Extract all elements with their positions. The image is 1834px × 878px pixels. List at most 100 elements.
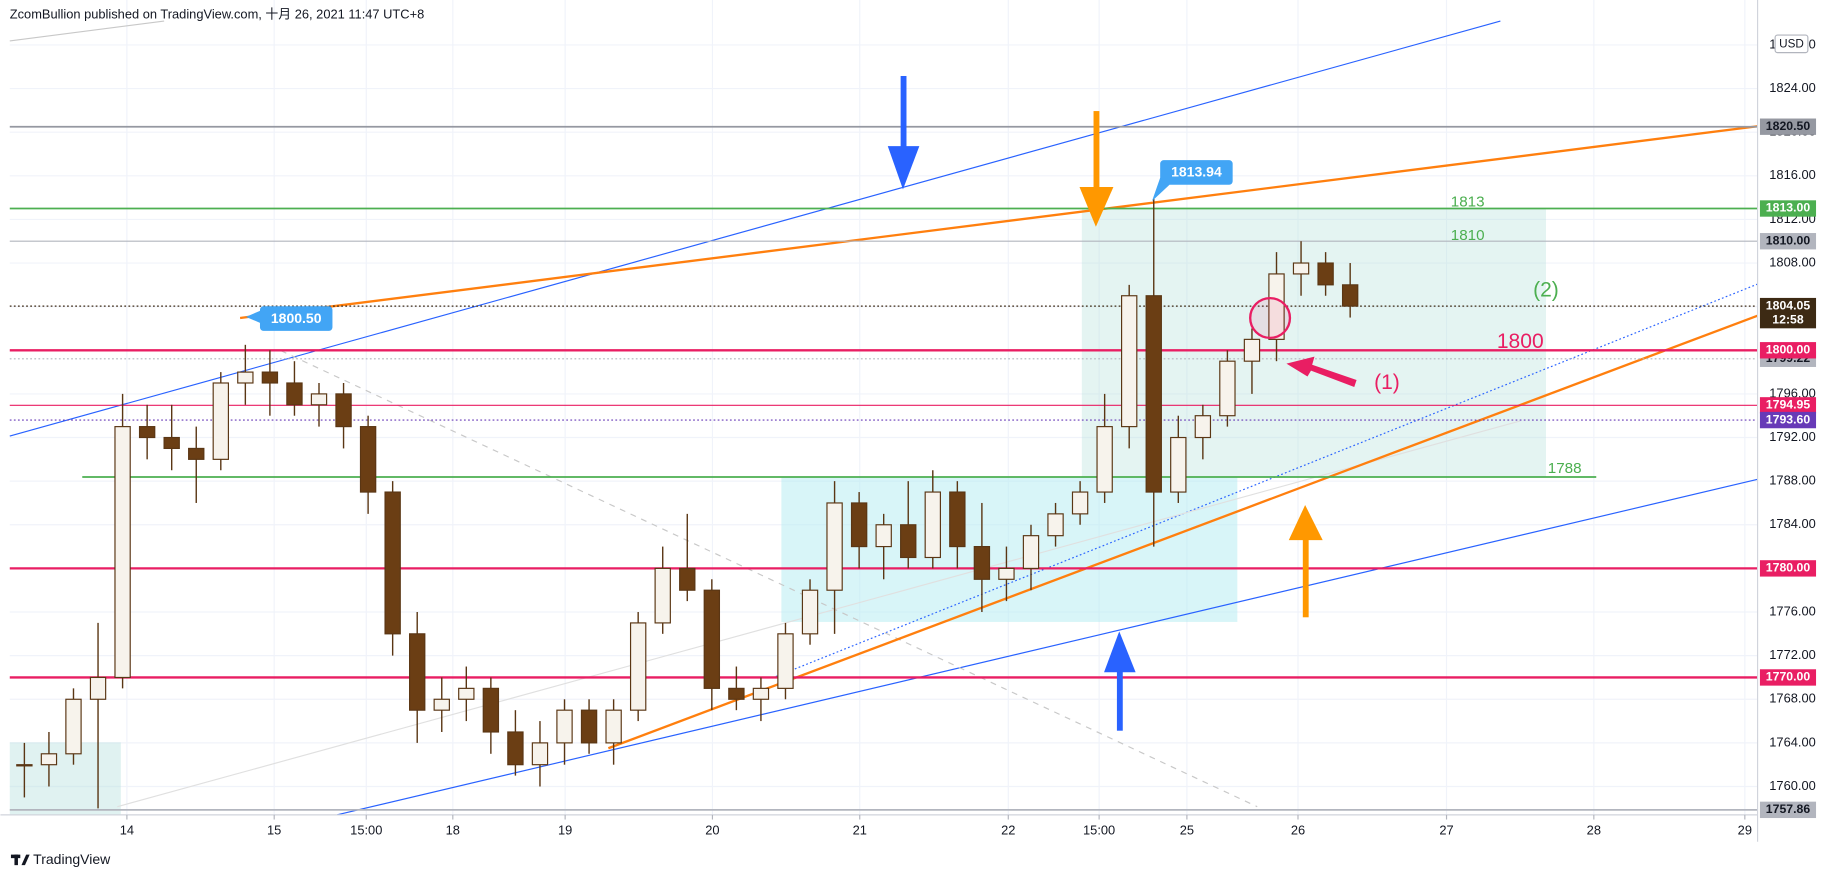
currency: USD	[1779, 38, 1804, 51]
callout: 1800.50	[245, 306, 333, 331]
candle-body	[605, 709, 622, 744]
annotation: 1788	[1548, 460, 1582, 477]
level-label: 1757.86	[1766, 802, 1811, 816]
level-box	[1759, 411, 1817, 429]
arrow-head	[1288, 505, 1323, 541]
trend-line	[239, 125, 1758, 320]
level-box	[1759, 560, 1817, 577]
trend-line	[117, 420, 1521, 808]
candle-body	[531, 742, 549, 766]
arrow-shaft	[1116, 660, 1123, 731]
candle-body	[163, 436, 180, 450]
x-tick-label: 22	[1001, 823, 1015, 838]
candle-body	[1022, 535, 1040, 569]
arrow-head	[1286, 356, 1357, 387]
annotation: 1810	[1451, 227, 1485, 244]
candle-body	[1096, 426, 1113, 493]
highlight-circle	[1249, 296, 1292, 340]
level-box	[1759, 669, 1817, 686]
axis-labels: 1760.00 1764.00 1768.00 1772.00 1776.00 1780.…	[120, 36, 1817, 838]
x-tick-label: 15:00	[350, 823, 382, 838]
y-tick-label: 1772.00	[1769, 647, 1815, 662]
level-label: 1820.50	[1766, 119, 1811, 133]
level-label: 1813.00	[1766, 201, 1811, 215]
arrow	[1079, 111, 1114, 227]
x-tick-label: 27	[1439, 823, 1453, 838]
callout-box	[259, 306, 333, 331]
candle-body	[801, 589, 819, 635]
arrow-shaft	[1093, 111, 1100, 203]
candle-body	[1292, 262, 1310, 275]
level-box	[1759, 342, 1817, 359]
x-tick-label: 15	[267, 823, 281, 838]
arrow-shaft	[1302, 531, 1309, 618]
annotation: 1800	[1497, 330, 1544, 353]
level-label: 1800.00	[1766, 343, 1811, 357]
trend-line	[607, 314, 1759, 750]
header: ZcomBullion published on TradingView.com…	[10, 7, 424, 22]
trend-line	[336, 478, 1758, 816]
y-tick-label: 1796.00	[1769, 385, 1815, 400]
callout-label: 1813.94	[1171, 164, 1222, 180]
candle-body	[1317, 262, 1334, 286]
x-tick-label: 19	[558, 823, 572, 838]
arrow-head	[1079, 187, 1114, 227]
level-box	[1759, 200, 1817, 217]
footer: TradingView	[33, 851, 111, 867]
candle-body	[40, 753, 58, 766]
candle-body	[850, 502, 868, 548]
annotation: 1813	[1451, 193, 1485, 210]
candle-body	[728, 687, 745, 700]
candle-body	[212, 382, 229, 460]
candle-body	[1194, 415, 1212, 439]
y-tick-label: 1764.00	[1769, 734, 1815, 749]
y-tick-label: 1808.00	[1769, 254, 1815, 269]
arrow	[1104, 631, 1136, 731]
level-box	[1759, 297, 1817, 329]
candle-body	[1341, 284, 1359, 307]
callout-box	[1160, 160, 1233, 185]
candle-body	[359, 426, 377, 493]
candle-body	[654, 567, 671, 624]
candle-body	[900, 524, 917, 559]
candle-body	[335, 393, 352, 428]
arrow	[887, 75, 920, 190]
candle-body	[556, 709, 573, 744]
level-label: 1804.05	[1766, 298, 1811, 312]
y-tick-label: 1768.00	[1769, 691, 1815, 706]
candle-body	[384, 491, 401, 635]
candle-body	[286, 382, 303, 406]
logo-part	[14, 854, 18, 866]
candle-body	[1170, 436, 1187, 493]
candle-body	[998, 567, 1015, 580]
callout-tail	[245, 309, 263, 324]
level-box	[1759, 397, 1817, 414]
arrow-shaft	[900, 75, 907, 164]
candle-body	[310, 393, 328, 406]
y-tick-label: 1788.00	[1769, 473, 1815, 488]
level-box	[1759, 801, 1817, 819]
level-label: 1794.95	[1766, 398, 1811, 412]
candle-body	[261, 371, 279, 384]
candle-body	[875, 524, 892, 548]
x-tick-label: 15:00	[1083, 823, 1115, 838]
logo	[10, 854, 30, 866]
trend-line	[9, 20, 165, 42]
y-tick-label: 1776.00	[1769, 603, 1815, 618]
x-tick-label: 29	[1738, 823, 1752, 838]
currency-box	[1774, 34, 1809, 54]
candle-body	[1243, 338, 1261, 362]
candle-body	[237, 371, 254, 384]
level-box	[1759, 118, 1817, 135]
arrow	[1286, 356, 1357, 387]
trend-line	[280, 350, 1258, 808]
arrow-head	[887, 146, 920, 190]
y-tick-label: 1816.00	[1769, 167, 1815, 182]
candle-body	[114, 426, 131, 679]
candle-body	[1121, 295, 1138, 428]
annotation: (2)	[1533, 279, 1559, 302]
logo-part	[21, 854, 30, 866]
candle-body	[973, 545, 991, 580]
